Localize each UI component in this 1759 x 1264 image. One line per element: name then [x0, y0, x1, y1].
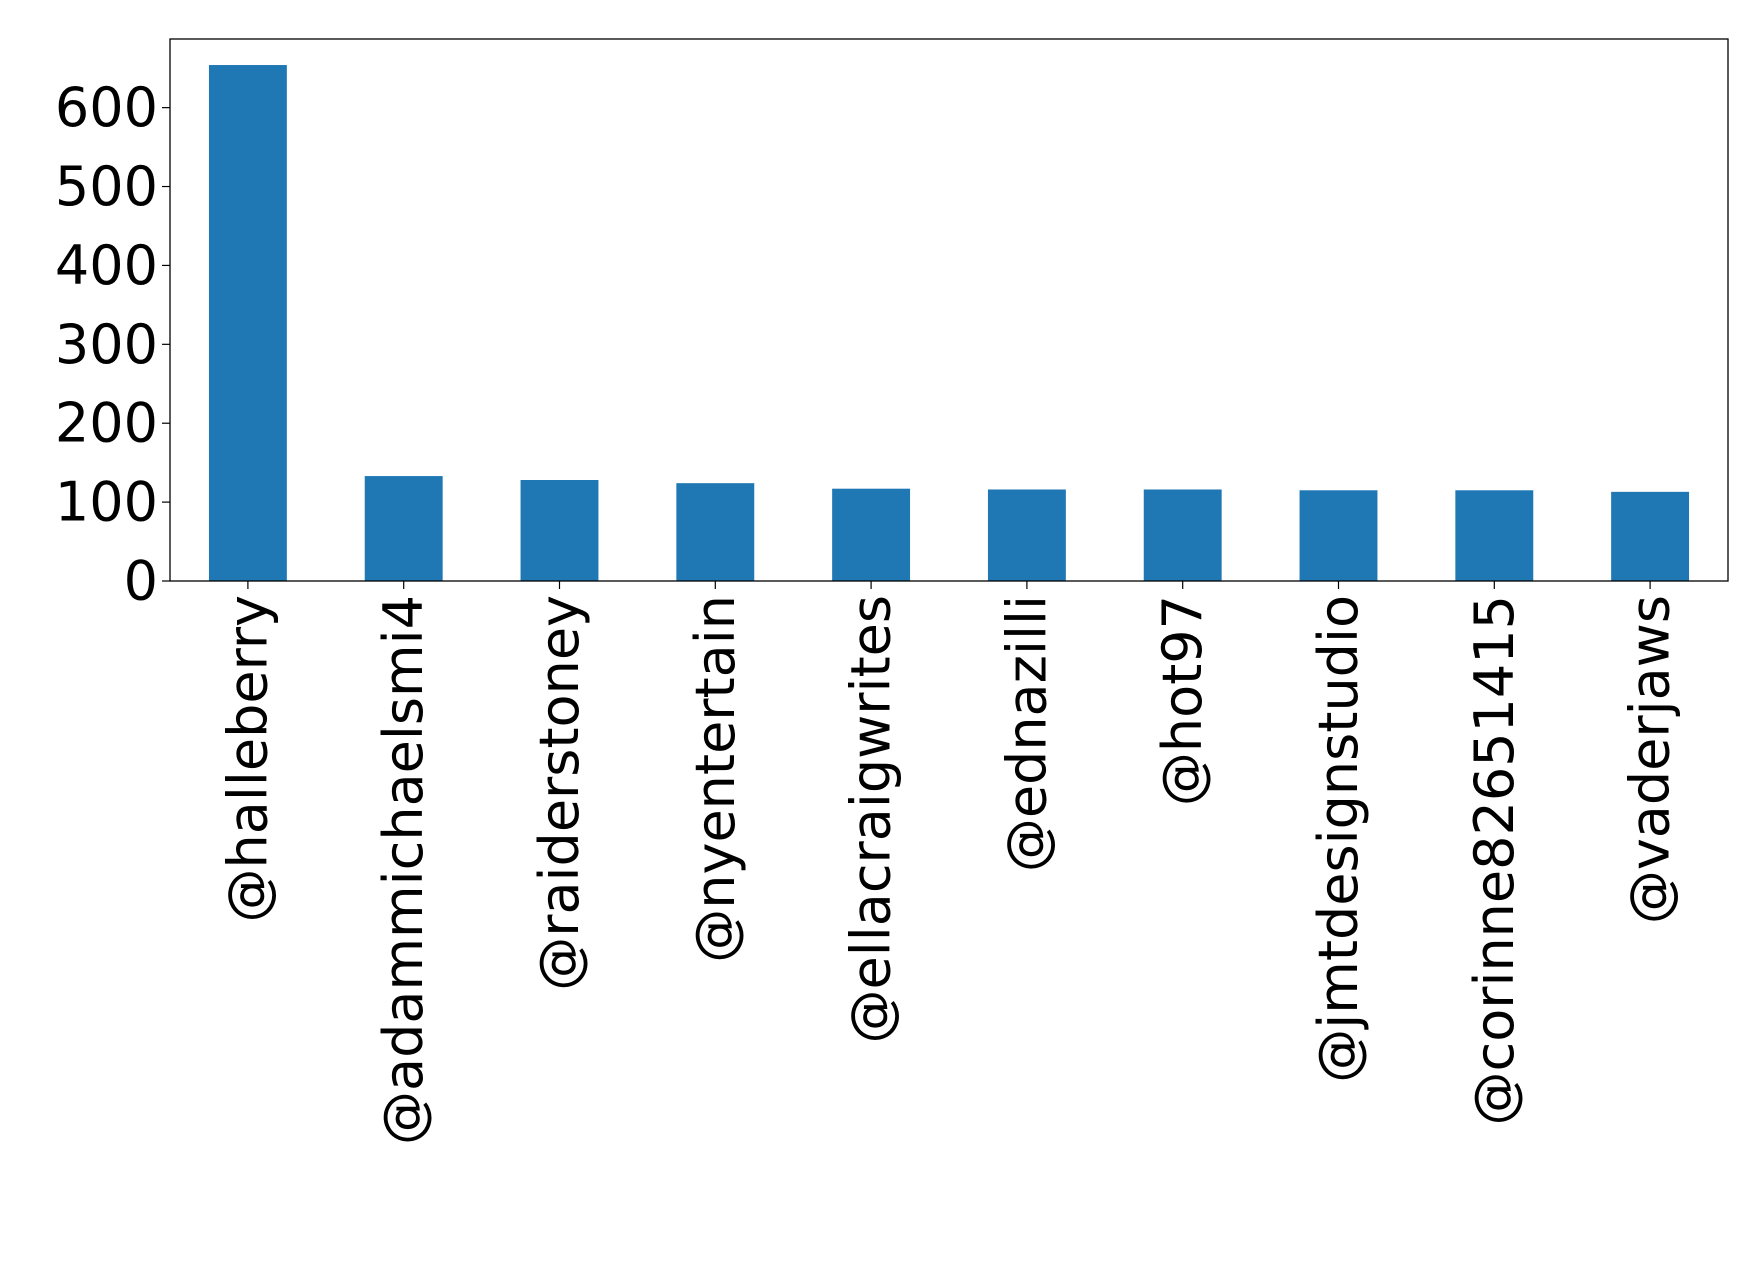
- bar-corinne82651415: [1455, 490, 1534, 581]
- bar-halleberry: [208, 65, 287, 582]
- x-tick-label: @vaderjaws: [1619, 595, 1682, 924]
- y-tick-label: 0: [124, 550, 158, 613]
- x-tick-label: @jmtdesignstudio: [1307, 595, 1370, 1083]
- bar-ellacraigwrites: [832, 488, 911, 581]
- y-tick-label: 100: [55, 471, 158, 534]
- x-tick-label: @raiderstoney: [528, 595, 591, 991]
- y-tick-label: 300: [55, 313, 158, 376]
- bar-adammichaelsmi4: [364, 476, 443, 581]
- y-tick-label: 400: [55, 234, 158, 297]
- y-axis: 0 100 200 300 400 500 600: [55, 76, 170, 613]
- bar-jmtdesignstudio: [1299, 490, 1378, 581]
- plot-frame: [169, 38, 1729, 582]
- y-tick-label: 600: [55, 76, 158, 139]
- x-tick-label: @nyentertain: [684, 595, 747, 963]
- x-tick-label: @hot97: [1151, 595, 1214, 806]
- bar-vaderjaws: [1611, 491, 1690, 581]
- x-tick-label: @ednazilli: [995, 595, 1058, 872]
- bar-raiderstoney: [520, 480, 599, 581]
- y-tick-label: 500: [55, 155, 158, 218]
- x-axis: @halleberry @adammichaelsmi4 @raiderstoney…: [216, 581, 1682, 1145]
- x-tick-label: @adammichaelsmi4: [372, 595, 435, 1145]
- bars: [208, 65, 1690, 582]
- y-tick-label: 200: [55, 392, 158, 455]
- x-tick-label: @corinne82651415: [1463, 595, 1526, 1125]
- bar-ednazilli: [987, 489, 1066, 581]
- bar-nyentertain: [676, 483, 755, 581]
- x-tick-label: @ellacraigwrites: [840, 595, 903, 1043]
- bar-hot97: [1143, 489, 1222, 581]
- x-tick-label: @halleberry: [216, 595, 279, 922]
